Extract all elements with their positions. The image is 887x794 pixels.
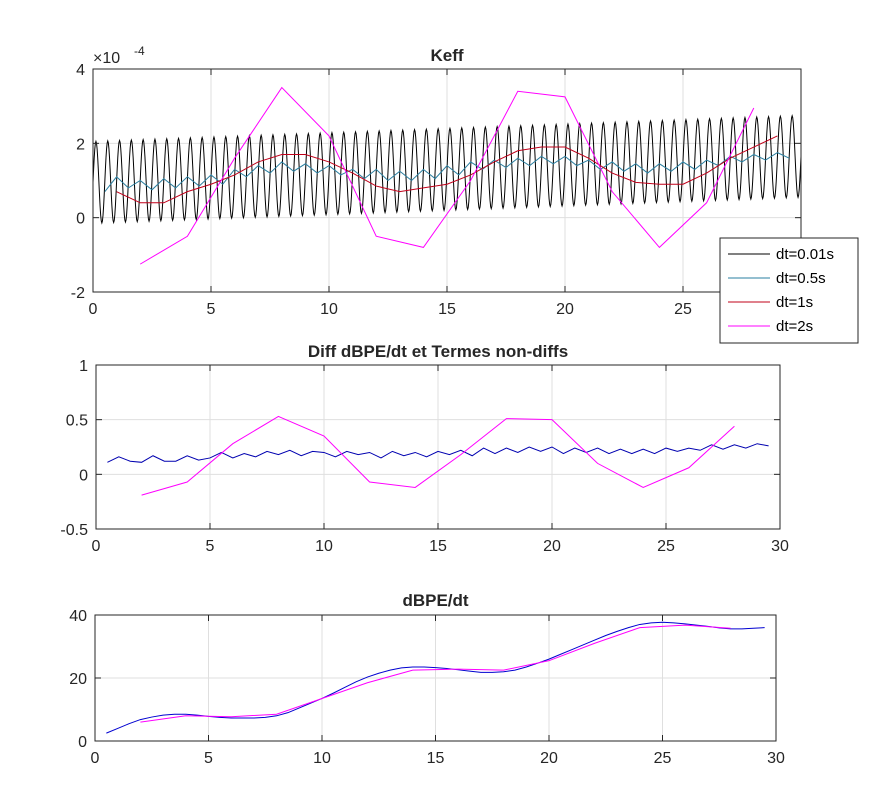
x-tick-label: 5 <box>207 301 216 318</box>
diff-panel: Diff dBPE/dt et Termes non-diffs 0 5 10 15 2… <box>60 342 789 555</box>
panel-1-axes: 0 5 10 15 20 25 30-0.500.51 <box>60 358 789 555</box>
panel-0-series <box>92 86 802 265</box>
x-tick-label: 25 <box>674 301 692 318</box>
x-tick-label: 5 <box>206 538 215 555</box>
panel-0-series-0-line <box>92 114 802 225</box>
y-tick-label: 20 <box>69 671 87 688</box>
x-tick-label: 15 <box>429 538 447 555</box>
panel-2-series-0-line <box>106 621 765 734</box>
x-tick-label: 10 <box>313 750 331 767</box>
x-tick-label: 25 <box>654 750 672 767</box>
x-tick-label: 15 <box>427 750 445 767</box>
y-tick-label: 0 <box>76 211 85 228</box>
keff-exponent-base: ×10 <box>93 50 120 67</box>
legend-label-2: dt=1s <box>776 294 813 311</box>
x-tick-label: 0 <box>92 538 101 555</box>
y-tick-label: -0.5 <box>60 522 88 539</box>
y-tick-label: 0 <box>79 467 88 484</box>
panel-2-axes: 0 5 10 15 20 25 30 0 20 40 <box>69 608 785 767</box>
x-tick-label: 10 <box>315 538 333 555</box>
y-tick-label: 0.5 <box>66 413 88 430</box>
x-tick-label: 15 <box>438 301 456 318</box>
x-tick-label: 20 <box>556 301 574 318</box>
panel-0-series-2-line <box>116 135 778 204</box>
panel-0-series-3-line <box>139 86 755 265</box>
x-tick-label: 30 <box>771 538 789 555</box>
dbpe-panel: dBPE/dt 0 5 10 15 20 25 30 0 20 40 <box>69 591 785 767</box>
panel-1-series-1-line <box>141 415 735 496</box>
y-tick-label: 0 <box>78 734 87 751</box>
legend-label-1: dt=0.5s <box>776 270 826 287</box>
panel-2-axis-box <box>94 614 777 742</box>
dbpe-title: dBPE/dt <box>402 591 468 610</box>
y-tick-label: 4 <box>76 62 85 79</box>
panel-1-series <box>107 415 769 496</box>
y-tick-label: 1 <box>79 358 88 375</box>
panel-1-axis-box <box>95 364 781 530</box>
x-tick-label: 20 <box>543 538 561 555</box>
keff-legend: dt=0.01s dt=0.5s dt=1s dt=2s <box>719 237 859 344</box>
legend-label-0: dt=0.01s <box>776 246 834 263</box>
y-tick-label: -2 <box>71 285 85 302</box>
panel-0-axis-box <box>92 68 802 293</box>
panel-1-series-0-line <box>107 443 769 463</box>
diff-title: Diff dBPE/dt et Termes non-diffs <box>308 342 568 361</box>
x-tick-label: 20 <box>540 750 558 767</box>
x-tick-label: 25 <box>657 538 675 555</box>
x-tick-label: 0 <box>91 750 100 767</box>
panel-2-series <box>106 621 765 734</box>
y-tick-label: 40 <box>69 608 87 625</box>
panel-2-series-1-line <box>140 624 731 723</box>
x-tick-label: 5 <box>204 750 213 767</box>
keff-exponent-value: -4 <box>134 44 145 58</box>
x-tick-label: 0 <box>89 301 98 318</box>
x-tick-label: 10 <box>320 301 338 318</box>
legend-label-3: dt=2s <box>776 318 813 335</box>
x-tick-label: 30 <box>767 750 785 767</box>
keff-title: Keff <box>430 46 463 65</box>
y-tick-label: 2 <box>76 136 85 153</box>
